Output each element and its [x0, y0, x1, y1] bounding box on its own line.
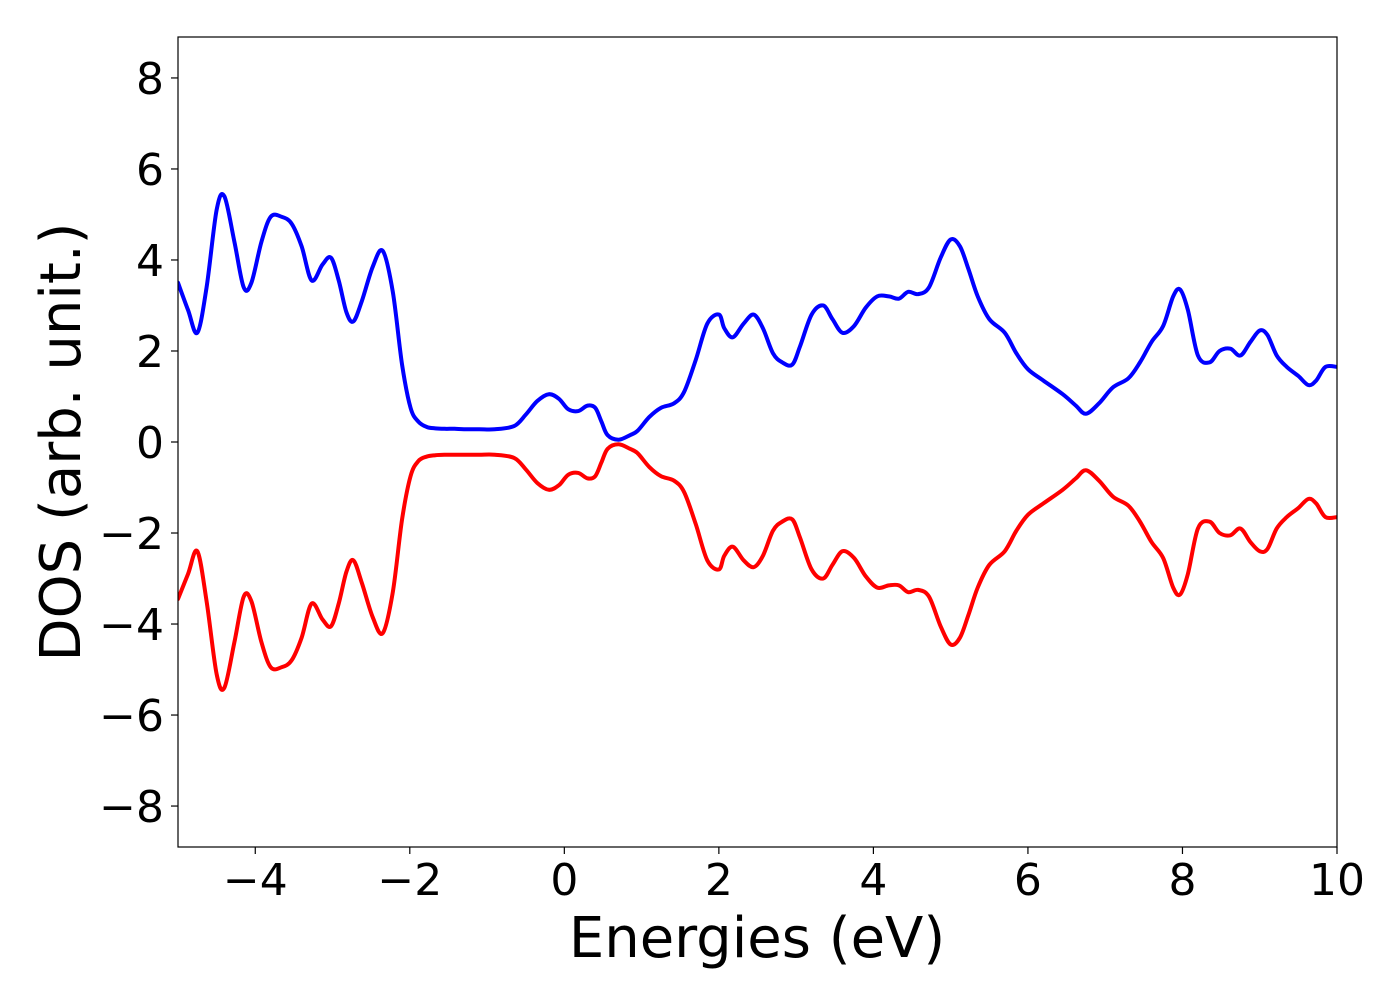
y-tick-label: 0	[136, 418, 164, 469]
y-axis-ticks: −8 −6 −4 −2 0 2 4 6 8	[99, 54, 178, 833]
x-tick-label: −4	[223, 855, 288, 906]
y-tick-label: −2	[99, 509, 164, 560]
y-tick-label: −4	[99, 600, 164, 651]
x-axis-label: Energies (eV)	[569, 906, 945, 971]
plot-area-frame	[177, 36, 1338, 848]
x-tick-label: 6	[1014, 855, 1042, 906]
x-tick-label: −2	[377, 855, 442, 906]
y-tick-label: 8	[136, 54, 164, 105]
x-tick-label: 8	[1168, 855, 1196, 906]
x-tick-label: 10	[1309, 855, 1365, 906]
y-tick-label: −8	[99, 782, 164, 833]
x-tick-label: 2	[705, 855, 733, 906]
x-tick-label: 0	[550, 855, 578, 906]
dos-series-line-2	[178, 442, 1337, 692]
y-tick-label: −6	[99, 691, 164, 742]
y-tick-label: 4	[136, 236, 164, 287]
x-tick-label: 4	[859, 855, 887, 906]
x-axis-ticks: −4 −2 0 2 4 6 8 10	[223, 847, 1365, 906]
dos-series-line-1	[178, 192, 1337, 442]
y-axis-label: DOS (arb. unit.)	[29, 222, 94, 661]
y-tick-label: 6	[136, 145, 164, 196]
series-layer	[178, 192, 1337, 692]
y-tick-label: 2	[136, 327, 164, 378]
